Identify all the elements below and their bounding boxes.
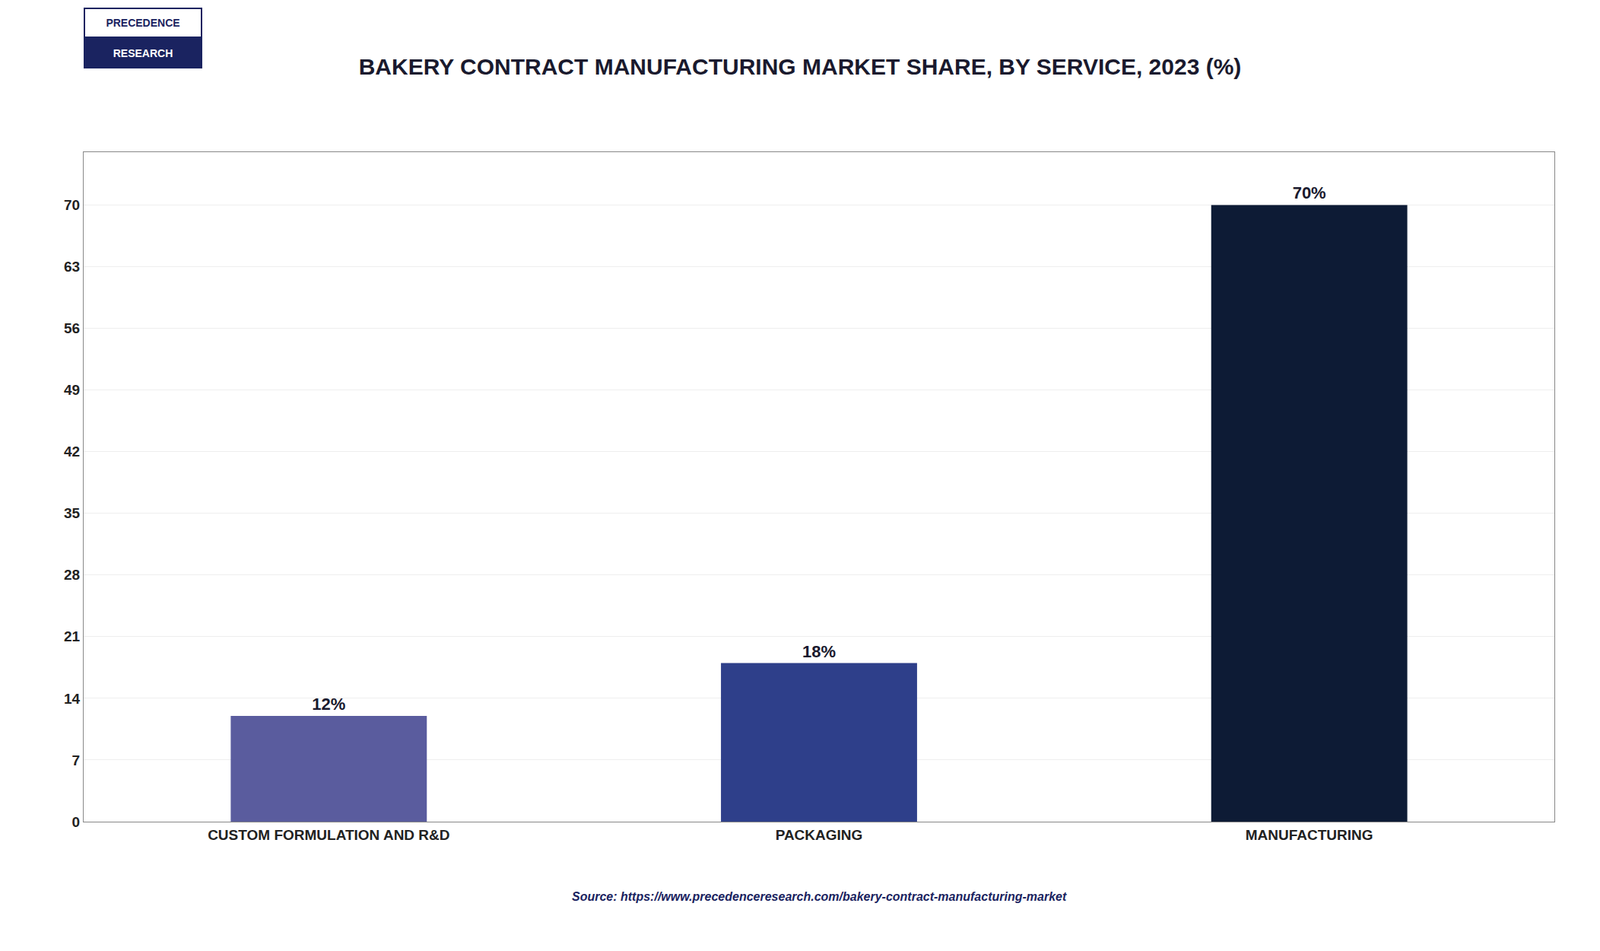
svg-text:21: 21 bbox=[63, 628, 81, 645]
svg-text:12%: 12% bbox=[311, 694, 346, 714]
svg-text:Source: https://www.precedence: Source: https://www.precedenceresearch.c… bbox=[571, 889, 1067, 903]
svg-text:14: 14 bbox=[63, 690, 81, 707]
svg-text:28: 28 bbox=[63, 566, 80, 583]
svg-text:CUSTOM FORMULATION AND R&D: CUSTOM FORMULATION AND R&D bbox=[207, 826, 450, 843]
svg-text:35: 35 bbox=[63, 504, 81, 521]
svg-text:0: 0 bbox=[72, 813, 81, 830]
svg-text:63: 63 bbox=[63, 258, 80, 275]
svg-text:49: 49 bbox=[63, 381, 80, 398]
svg-text:18%: 18% bbox=[802, 641, 836, 661]
svg-text:PACKAGING: PACKAGING bbox=[775, 826, 864, 843]
svg-text:7: 7 bbox=[72, 752, 81, 769]
svg-text:PRECEDENCE: PRECEDENCE bbox=[105, 16, 180, 29]
svg-text:56: 56 bbox=[63, 320, 80, 337]
svg-text:42: 42 bbox=[63, 443, 80, 460]
svg-text:70%: 70% bbox=[1292, 183, 1327, 203]
svg-text:70: 70 bbox=[63, 196, 80, 213]
svg-text:BAKERY CONTRACT MANUFACTURING: BAKERY CONTRACT MANUFACTURING MARKET SHA… bbox=[358, 53, 1242, 80]
svg-text:RESEARCH: RESEARCH bbox=[113, 47, 174, 60]
svg-text:MANUFACTURING: MANUFACTURING bbox=[1245, 826, 1374, 843]
